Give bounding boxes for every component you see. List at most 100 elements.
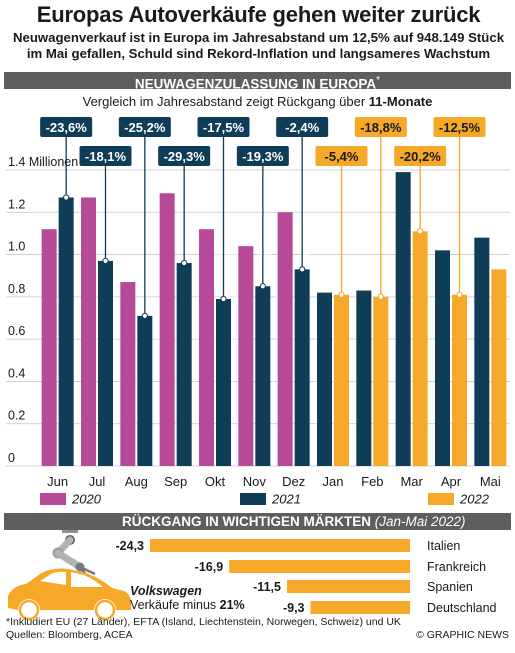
- y-tick-label: 0: [8, 451, 15, 465]
- change-label-box: [79, 146, 132, 166]
- subtitle-line-2: im Mai gefallen, Schuld sind Rekord-Infl…: [26, 45, 491, 61]
- x-tick-label-Mai: Mai: [480, 474, 501, 489]
- market-bar-Deutschland: [310, 601, 411, 614]
- credit: © GRAPHIC NEWS: [416, 628, 509, 641]
- bar-2021-Dez: [294, 269, 310, 466]
- bar-2020-Okt: [199, 229, 214, 466]
- bar-2021-Sep: [176, 263, 192, 466]
- market-value-label: -11,5: [253, 580, 281, 594]
- bar-2021-Nov: [255, 286, 271, 466]
- change-marker: [338, 291, 345, 298]
- comparison-note: Vergleich im Jahresabstand zeigt Rückgan…: [0, 94, 515, 109]
- x-tick-label-Jul: Jul: [89, 474, 106, 489]
- bar-2020-Aug: [120, 282, 136, 466]
- change-label-box: [315, 146, 368, 166]
- bar-2020-Sep: [159, 193, 175, 466]
- section-heading-registrations: NEUWAGENZULASSUNG IN EUROPA*: [4, 72, 511, 92]
- y-axis: 0 0.2 0.4 0.6 0.8 1.0 1.2 1.4 Millionen: [8, 155, 78, 465]
- sources: Quellen: Bloomberg, ACEA: [6, 628, 133, 641]
- change-marker: [417, 228, 424, 235]
- bar-2022-Apr: [452, 294, 467, 466]
- x-axis: Jun Jul Aug Sep Okt Nov Dez Jan Feb Mar Apr Mai: [47, 474, 501, 489]
- bar-2021-Aug: [137, 315, 153, 466]
- change-labels: -23,6% -18,1% -25,2% -29,3% -17,5% -19,3%-2,4…: [40, 117, 486, 319]
- bar-2022-Feb: [373, 296, 389, 466]
- change-label: -25,2%: [124, 120, 166, 135]
- change-label: -20,2%: [400, 149, 442, 164]
- change-label: -19,3%: [242, 149, 284, 164]
- change-label-box: [158, 146, 211, 166]
- change-label-box: [276, 117, 329, 137]
- x-tick-label-Apr: Apr: [441, 474, 462, 489]
- change-label: -5,4%: [325, 149, 359, 164]
- x-tick-label-Nov: Nov: [243, 474, 267, 489]
- subtitle-line-1: Neuwagenverkauf ist in Europa im Jahresa…: [12, 30, 505, 45]
- change-label-box: [394, 146, 447, 166]
- markets-heading-period: (Jan-Mai 2022): [374, 514, 466, 529]
- legend-swatch-2022: [428, 493, 454, 505]
- change-marker: [220, 295, 227, 303]
- change-marker: [456, 291, 463, 298]
- volkswagen-text: Verkäufe minus: [130, 598, 220, 612]
- x-tick-label-Aug: Aug: [125, 474, 148, 489]
- y-tick-label: 1.2: [8, 197, 25, 211]
- x-tick-label-Jan: Jan: [323, 474, 344, 489]
- market-country-label: Deutschland: [427, 601, 497, 615]
- change-marker: [299, 266, 306, 273]
- change-label-box: [354, 117, 407, 137]
- change-label: -23,6%: [46, 120, 88, 135]
- x-tick-label-Feb: Feb: [361, 474, 383, 489]
- market-country-label: Italien: [427, 539, 460, 553]
- change-marker: [63, 194, 70, 201]
- legend-label-2020: 2020: [71, 492, 102, 507]
- y-tick-label: 0.6: [8, 324, 25, 338]
- y-tick-label: 0.2: [8, 409, 25, 423]
- market-bar-Frankreich: [229, 560, 411, 573]
- change-label: -17,5%: [203, 120, 245, 135]
- footnote-mark: *: [376, 75, 381, 86]
- y-tick-label: 1.4 Millionen: [8, 155, 78, 169]
- page-title: Europas Autoverkäufe gehen weiter zurück: [36, 2, 481, 27]
- x-tick-label-Jun: Jun: [47, 474, 68, 489]
- change-label-box: [236, 146, 289, 166]
- volkswagen-value: 21%: [219, 598, 245, 612]
- bar-2021-Jan: [317, 292, 332, 466]
- chart-bars: [41, 172, 507, 466]
- x-tick-label-Dez: Dez: [282, 474, 305, 489]
- bar-2021-Okt: [216, 298, 231, 466]
- change-label-box: [118, 117, 171, 137]
- bar-2021-Mar: [395, 172, 411, 466]
- bar-2022-Jan: [334, 294, 349, 466]
- comparison-text: Vergleich im Jahresabstand zeigt Rückgan…: [82, 94, 369, 109]
- bar-2020-Dez: [277, 212, 293, 466]
- change-label-box: [197, 117, 250, 137]
- change-marker: [141, 312, 148, 319]
- bar-2020-Jul: [81, 197, 96, 466]
- bar-2020-Jun: [41, 229, 57, 466]
- bar-2022-Mar: [412, 231, 428, 466]
- market-decline-bars: -24,3 Italien -16,9 Frankreich -11,5 Spanien -…: [116, 539, 497, 615]
- legend-label-2021: 2021: [271, 492, 301, 507]
- bar-2021-Apr: [435, 250, 450, 466]
- change-label: -2,4%: [285, 120, 319, 135]
- bar-2021-Jun: [58, 197, 74, 466]
- change-label-box: [40, 117, 93, 137]
- footnote: *Inkludiert EU (27 Länder), EFTA (Island…: [6, 616, 511, 641]
- bar-2021-Feb: [356, 290, 372, 466]
- change-label: -12,5%: [439, 120, 481, 135]
- x-tick-label-Sep: Sep: [164, 474, 187, 489]
- market-bar-Italien: [150, 539, 411, 552]
- change-label-box: [433, 117, 486, 137]
- volkswagen-sales-note: Verkäufe minus 21%: [130, 598, 245, 612]
- comparison-period: 11-Monate: [368, 94, 433, 109]
- market-country-label: Frankreich: [427, 560, 486, 574]
- market-country-label: Spanien: [427, 580, 473, 594]
- change-marker: [377, 293, 384, 300]
- y-tick-label: 1.0: [8, 240, 25, 254]
- legend-label-2022: 2022: [459, 492, 490, 507]
- market-value-label: -24,3: [116, 539, 145, 553]
- change-marker: [259, 283, 266, 290]
- car-icon: [8, 568, 131, 621]
- market-value-label: -9,3: [283, 601, 305, 615]
